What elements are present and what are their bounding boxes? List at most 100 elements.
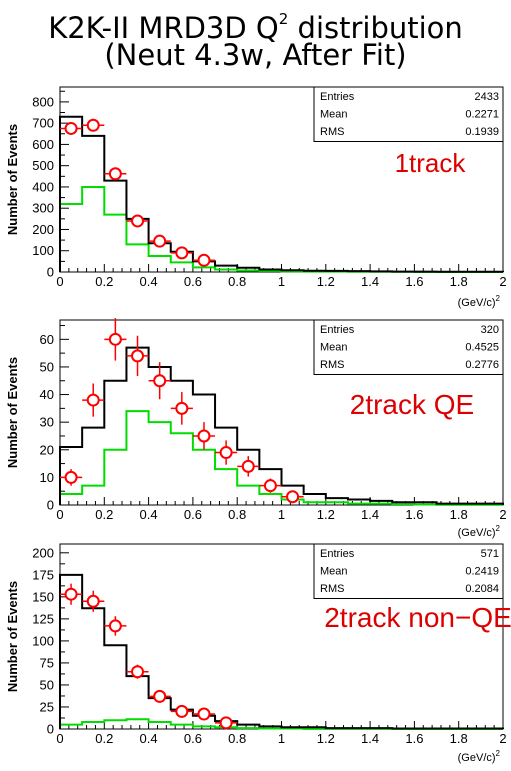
- data-point: [175, 401, 189, 415]
- data-point: [153, 234, 167, 248]
- y-tick-label: 175: [32, 567, 54, 582]
- data-point: [197, 429, 211, 443]
- x-tick-label: 0.6: [184, 731, 202, 746]
- x-tick-label: 0.8: [228, 274, 246, 289]
- mc-component-histogram: [59, 410, 504, 506]
- x-tick-label: 1.4: [361, 274, 379, 289]
- data-point: [175, 704, 189, 718]
- x-tick-label: 2: [499, 507, 506, 522]
- panel-category-label: 2track QE: [350, 389, 474, 420]
- data-point: [86, 393, 100, 407]
- y-axis-label: Number of Events: [5, 357, 20, 468]
- y-tick-label: 400: [32, 179, 54, 194]
- x-tick-label: 1.2: [317, 274, 335, 289]
- title-superscript: 2: [278, 10, 289, 28]
- x-tick-label: 1.6: [405, 731, 423, 746]
- stats-key: Mean: [320, 109, 348, 121]
- data-point: [153, 374, 167, 388]
- x-tick-label: 1.4: [361, 507, 379, 522]
- stats-value: 2433: [475, 91, 499, 103]
- y-tick-label: 600: [32, 137, 54, 152]
- data-point: [197, 707, 211, 721]
- data-point: [197, 253, 211, 267]
- y-tick-label: 10: [40, 470, 54, 485]
- x-tick-label: 1.6: [405, 507, 423, 522]
- panel-category-label: 1track: [395, 148, 467, 178]
- y-axis-label: Number of Events: [5, 581, 20, 692]
- stats-box: [313, 319, 504, 375]
- y-tick-label: 300: [32, 201, 54, 216]
- data-point: [86, 118, 100, 132]
- stats-key: Entries: [320, 548, 355, 560]
- data-point: [131, 665, 145, 679]
- mc-total-histogram: [59, 346, 504, 505]
- title-main-text: K2K-II MRD3D Q: [48, 11, 279, 45]
- stats-key: RMS: [320, 126, 344, 138]
- y-tick-label: 0: [47, 265, 54, 280]
- data-point: [86, 594, 100, 608]
- x-tick-label: 1.6: [405, 274, 423, 289]
- y-tick-label: 125: [32, 611, 54, 626]
- stats-value: 0.1939: [465, 126, 499, 138]
- data-point: [219, 446, 233, 460]
- stats-value: 0.2776: [465, 359, 499, 371]
- panel-category-label: 2track non−QE: [324, 602, 511, 633]
- stats-key: Mean: [320, 342, 348, 354]
- x-tick-label: 0.8: [228, 507, 246, 522]
- x-tick-label: 1.8: [450, 507, 468, 522]
- x-tick-label: 0.8: [228, 731, 246, 746]
- x-tick-label: 2: [499, 731, 506, 746]
- x-tick-label: 2: [499, 274, 506, 289]
- y-tick-label: 200: [32, 545, 54, 560]
- stats-value: 0.2271: [465, 109, 499, 121]
- figure-title-line2: (Neut 4.3w, After Fit): [104, 38, 407, 72]
- stats-key: Entries: [320, 324, 355, 336]
- y-tick-label: 700: [32, 116, 54, 131]
- x-axis-unit: (GeV/c)2: [458, 749, 501, 764]
- stats-value: 0.2419: [465, 566, 499, 578]
- title-suffix-text: distribution: [288, 11, 463, 45]
- y-tick-label: 200: [32, 222, 54, 237]
- y-tick-label: 50: [40, 359, 54, 374]
- x-axis-unit-superscript: 2: [496, 749, 501, 758]
- x-tick-label: 1.4: [361, 731, 379, 746]
- data-point: [153, 689, 167, 703]
- stats-value: 320: [481, 324, 499, 336]
- x-tick-label: 0.6: [184, 507, 202, 522]
- y-tick-label: 0: [47, 722, 54, 737]
- x-tick-label: 1.2: [317, 507, 335, 522]
- data-point: [175, 246, 189, 260]
- x-tick-label: 0.6: [184, 274, 202, 289]
- y-tick-label: 150: [32, 589, 54, 604]
- data-point: [64, 587, 78, 601]
- x-axis-unit: (GeV/c)2: [458, 524, 501, 539]
- y-tick-label: 800: [32, 94, 54, 109]
- stats-key: RMS: [320, 359, 344, 371]
- data-point: [64, 121, 78, 135]
- y-tick-label: 20: [40, 442, 54, 457]
- figure-title-line1: K2K-II MRD3D Q2 distribution: [0, 2, 511, 45]
- mc-total-histogram: [59, 573, 504, 730]
- data-point: [64, 470, 78, 484]
- stats-box: [313, 86, 504, 142]
- stats-value: 0.4525: [465, 342, 499, 354]
- x-tick-label: 1.8: [450, 274, 468, 289]
- stats-key: Entries: [320, 91, 355, 103]
- data-point: [131, 214, 145, 228]
- data-point: [131, 349, 145, 363]
- x-tick-label: 0.2: [95, 731, 113, 746]
- stats-key: Mean: [320, 566, 348, 578]
- data-point: [263, 479, 277, 493]
- x-tick-label: 1.8: [450, 731, 468, 746]
- x-tick-label: 0: [56, 274, 63, 289]
- y-tick-label: 25: [40, 699, 54, 714]
- y-tick-label: 40: [40, 387, 54, 402]
- x-tick-label: 0.2: [95, 507, 113, 522]
- x-tick-label: 1.2: [317, 731, 335, 746]
- y-axis-label: Number of Events: [5, 124, 20, 235]
- y-tick-label: 50: [40, 677, 54, 692]
- x-tick-label: 0.4: [140, 274, 158, 289]
- x-tick-label: 0: [56, 731, 63, 746]
- stats-value: 0.2084: [465, 583, 499, 595]
